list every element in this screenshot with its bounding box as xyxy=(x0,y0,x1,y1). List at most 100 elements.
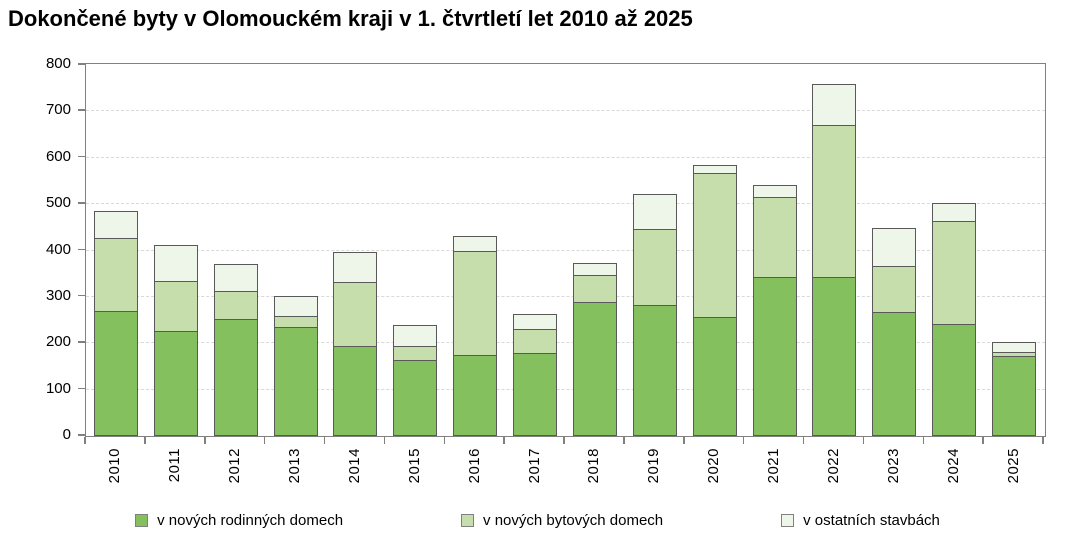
bar-stack-2013 xyxy=(273,296,318,436)
bar-segment xyxy=(453,355,498,436)
bar-segment xyxy=(572,275,617,303)
x-tick-mark xyxy=(263,437,266,444)
gridline-300 xyxy=(86,295,1045,297)
x-tick-mark xyxy=(862,437,865,444)
y-tick-mark xyxy=(78,109,85,111)
bar-segment xyxy=(692,173,737,318)
bar-stack-2024 xyxy=(932,203,977,436)
legend: v nových rodinných domech v nových bytový… xyxy=(0,512,1075,529)
bar-stack-2014 xyxy=(333,252,378,436)
bar-stack-2022 xyxy=(812,84,857,436)
legend-swatch xyxy=(461,514,475,527)
bar-segment xyxy=(632,229,677,306)
y-tick-label: 200 xyxy=(45,333,71,351)
x-tick-mark xyxy=(204,437,206,444)
bar-segment xyxy=(213,319,258,436)
x-tick-label: 2011 xyxy=(166,448,184,483)
bar-segment xyxy=(872,266,917,313)
x-tick-mark xyxy=(623,437,625,444)
bar-segment xyxy=(513,314,558,330)
y-tick-label: 500 xyxy=(45,194,71,212)
y-tick-mark xyxy=(78,387,85,390)
bar-segment xyxy=(872,228,917,267)
bar-segment xyxy=(932,324,977,436)
x-tick-mark xyxy=(84,437,86,444)
bar-stack-2010 xyxy=(93,211,138,436)
gridline-400 xyxy=(86,249,1045,251)
x-tick-label: 2025 xyxy=(1004,448,1022,484)
x-tick-mark xyxy=(802,437,805,444)
bar-segment xyxy=(812,84,857,126)
bar-segment xyxy=(333,252,378,283)
x-tick-label: 2018 xyxy=(585,448,603,484)
y-tick-mark xyxy=(78,434,85,436)
x-axis: 2010 2011 2012 2013 2014 2015 2016 2017 2018 2019… xyxy=(84,437,1046,497)
gridline-500 xyxy=(86,203,1045,205)
bar-segment xyxy=(632,305,677,436)
bar-stack-2023 xyxy=(872,228,917,436)
bar-segment xyxy=(153,281,198,332)
legend-item: v ostatních stavbách xyxy=(781,512,940,529)
x-tick-label: 2017 xyxy=(525,448,543,484)
bar-segment xyxy=(153,245,198,282)
x-tick-label: 2022 xyxy=(824,448,842,484)
y-tick-mark xyxy=(78,294,85,297)
bar-stack-2019 xyxy=(632,194,677,436)
y-tick-label: 400 xyxy=(45,240,71,258)
chart-title: Dokončené byty v Olomouckém kraji v 1. č… xyxy=(8,6,693,31)
y-tick-mark xyxy=(78,63,85,65)
x-tick-label: 2023 xyxy=(884,448,902,484)
bar-segment xyxy=(93,311,138,436)
bar-stack-2020 xyxy=(692,165,737,436)
bar-segment xyxy=(752,197,797,278)
legend-label: v nových rodinných domech xyxy=(157,512,344,529)
x-tick-label: 2020 xyxy=(705,448,723,484)
x-tick-mark xyxy=(982,437,984,444)
legend-swatch xyxy=(135,514,149,527)
bar-segment xyxy=(273,296,318,317)
x-tick-mark xyxy=(383,437,386,444)
bar-stack-2011 xyxy=(153,245,198,436)
y-axis: 0 100 200 300 400 500 600 700 800 xyxy=(0,55,85,443)
x-tick-mark xyxy=(503,437,505,444)
bar-segment xyxy=(93,238,138,312)
y-tick-label: 100 xyxy=(45,379,71,397)
x-tick-label: 2015 xyxy=(405,448,423,484)
bar-segment xyxy=(153,331,198,436)
bar-segment xyxy=(393,325,438,347)
x-tick-label: 2019 xyxy=(645,448,663,484)
bar-stack-2015 xyxy=(393,325,438,436)
legend-item: v nových bytových domech xyxy=(461,512,663,529)
x-tick-mark xyxy=(1042,437,1044,444)
y-tick-label: 0 xyxy=(62,426,71,443)
x-tick-mark xyxy=(742,437,745,444)
bar-segment xyxy=(513,353,558,436)
bar-segment xyxy=(812,277,857,436)
bar-stack-2016 xyxy=(453,236,498,436)
gridline-700 xyxy=(86,110,1045,112)
x-tick-label: 2014 xyxy=(345,448,363,484)
bar-stack-2012 xyxy=(213,264,258,436)
y-tick-mark xyxy=(78,341,85,343)
gridline-600 xyxy=(86,156,1045,158)
bar-stack-2017 xyxy=(513,314,558,436)
plot-area xyxy=(85,63,1046,437)
bar-segment xyxy=(513,329,558,354)
gridline-100 xyxy=(86,388,1045,390)
y-tick-label: 300 xyxy=(45,286,71,304)
bar-segment xyxy=(333,346,378,436)
x-tick-label: 2010 xyxy=(106,448,124,484)
bar-segment xyxy=(93,211,138,239)
x-tick-mark xyxy=(323,437,326,444)
bar-segment xyxy=(692,317,737,436)
x-tick-mark xyxy=(563,437,565,444)
y-tick-label: 800 xyxy=(45,55,71,72)
legend-swatch xyxy=(781,514,795,527)
bar-segment xyxy=(632,194,677,230)
y-tick-mark xyxy=(78,155,85,158)
x-tick-mark xyxy=(683,437,685,444)
bar-segment xyxy=(572,302,617,436)
x-tick-label: 2024 xyxy=(944,448,962,484)
x-tick-mark xyxy=(443,437,445,444)
bar-segment xyxy=(752,277,797,436)
